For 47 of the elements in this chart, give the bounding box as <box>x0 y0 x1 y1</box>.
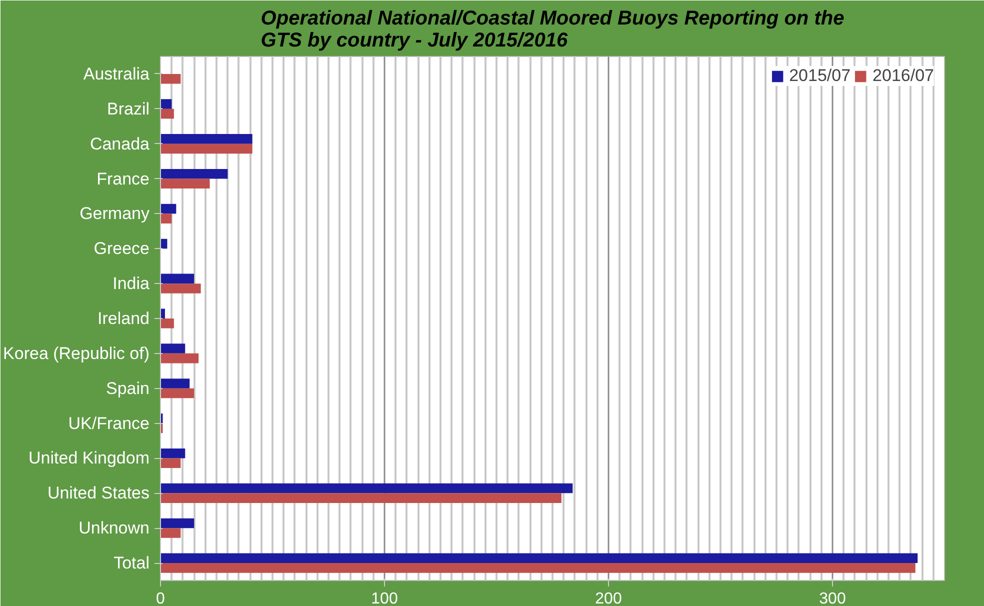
y-tick-label: United Kingdom <box>28 448 150 468</box>
y-tick-label: Brazil <box>106 99 150 118</box>
y-tick-label: Australia <box>83 64 150 84</box>
bar <box>160 308 165 318</box>
y-tick-label: Greece <box>94 239 150 258</box>
bar <box>160 563 916 573</box>
bar <box>160 353 199 364</box>
bar <box>160 553 918 564</box>
chart-title: Operational National/Coastal Moored Buoys Reporting on the GTS by country - July 2015/2016 <box>260 8 844 52</box>
bar <box>160 99 172 109</box>
bar <box>160 318 174 328</box>
bar <box>160 344 186 354</box>
bar <box>160 168 228 179</box>
y-tick-label: Total <box>114 554 150 573</box>
x-tick-label: 100 <box>371 590 398 606</box>
y-tick-label: Korea (Republic of) <box>3 344 150 363</box>
x-tick-label: 0 <box>156 590 166 606</box>
bar <box>160 214 172 224</box>
bar <box>160 108 174 119</box>
bar <box>160 178 210 189</box>
bar <box>160 74 181 84</box>
y-tick-label: United States <box>47 484 150 503</box>
bar <box>160 284 201 294</box>
bar <box>160 483 573 494</box>
y-tick-label: France <box>96 169 150 188</box>
bar <box>160 448 186 458</box>
bar <box>160 518 194 528</box>
x-tick-label: 300 <box>819 590 846 606</box>
y-tick-label: Unknown <box>78 518 150 538</box>
y-tick-label: India <box>112 274 150 294</box>
bar <box>160 144 252 154</box>
y-tick-label: Spain <box>106 378 150 398</box>
bar <box>160 204 176 214</box>
bar <box>160 378 190 388</box>
bar <box>160 134 252 144</box>
y-tick-label: Canada <box>90 134 150 154</box>
x-tick-label: 200 <box>595 590 622 606</box>
bar <box>160 493 562 503</box>
legend-label: 2015/07 <box>789 66 851 86</box>
bar <box>160 388 194 398</box>
bar <box>160 274 194 284</box>
bar <box>160 528 181 538</box>
y-tick-label: Ireland <box>98 309 150 328</box>
y-tick-label: UK/France <box>68 414 150 433</box>
bar <box>160 458 181 468</box>
legend-label: 2016/07 <box>872 66 934 86</box>
y-tick-label: Germany <box>80 204 150 224</box>
